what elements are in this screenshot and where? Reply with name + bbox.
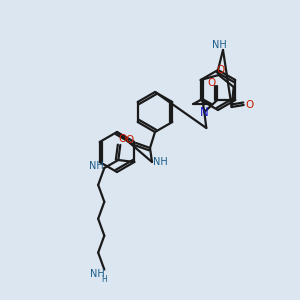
Text: O: O [217,65,225,75]
Text: O: O [246,100,254,110]
Text: NH: NH [90,269,105,280]
Text: O: O [125,135,133,145]
Text: NH: NH [212,40,226,50]
Text: NH: NH [153,157,167,167]
Text: O: O [118,134,126,144]
Text: NH: NH [89,161,104,171]
Text: O: O [207,78,215,88]
Text: N: N [200,106,209,118]
Text: H: H [101,275,107,284]
